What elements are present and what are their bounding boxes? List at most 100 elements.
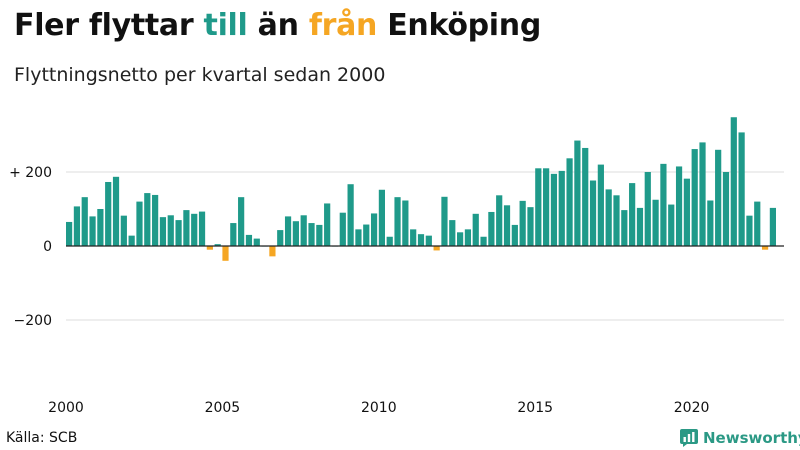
bar	[394, 197, 401, 246]
bar	[144, 193, 151, 246]
bar	[292, 221, 299, 246]
axis-labels: + 200 0 −200 2000 2005 2010 2015 2020	[9, 165, 709, 416]
bar	[761, 246, 769, 250]
bar	[707, 200, 714, 246]
bar	[582, 147, 589, 246]
bar	[574, 140, 581, 246]
title-part-1: Fler flyttar	[14, 8, 204, 43]
x-tick-label: 2000	[48, 400, 84, 416]
bar	[527, 207, 534, 246]
bar	[683, 178, 690, 246]
x-tick-label: 2005	[205, 400, 241, 416]
x-tick-label: 2010	[361, 400, 397, 416]
bar	[284, 216, 292, 246]
bar	[543, 168, 550, 246]
bar	[253, 238, 260, 246]
bar	[597, 164, 604, 246]
bar	[175, 220, 182, 246]
title-part-3: Enköping	[377, 8, 542, 43]
bar	[402, 200, 409, 246]
bar	[112, 176, 120, 246]
bar	[198, 211, 206, 246]
newsworthy-logo: Newsworthy	[680, 428, 800, 448]
y-tick-label: + 200	[9, 165, 52, 181]
bar	[675, 166, 683, 246]
bar	[81, 197, 88, 246]
bar	[324, 203, 331, 246]
bar	[550, 173, 558, 246]
bar	[347, 184, 354, 246]
bar	[339, 212, 346, 246]
title-highlight-fran: från	[308, 8, 378, 43]
bar	[644, 172, 651, 246]
bar	[722, 172, 730, 246]
bar	[566, 158, 573, 246]
bars	[66, 117, 776, 261]
bar	[535, 168, 542, 246]
x-tick-label: 2020	[674, 400, 710, 416]
bar	[183, 210, 190, 246]
bar	[629, 183, 636, 246]
source-note: Källa: SCB	[6, 430, 78, 446]
bar	[191, 213, 198, 246]
newsworthy-logo-icon	[680, 429, 698, 447]
bar	[621, 210, 628, 246]
chart-subtitle: Flyttningsnetto per kvartal sedan 2000	[14, 64, 386, 86]
bar	[715, 149, 722, 246]
bar	[167, 215, 174, 246]
brand-name: Newsworthy	[703, 429, 800, 447]
bar	[558, 170, 565, 246]
bar	[300, 215, 307, 246]
chart-title: Fler flyttar till än från Enköping	[14, 8, 541, 43]
bar	[449, 220, 456, 246]
bar	[636, 207, 644, 246]
bar	[120, 215, 127, 246]
bar	[503, 205, 511, 246]
bar	[214, 244, 221, 246]
y-tick-label: −200	[14, 313, 52, 329]
bar	[159, 217, 167, 246]
bar	[269, 246, 276, 257]
bar	[691, 149, 698, 246]
bar	[73, 206, 81, 246]
bar	[277, 230, 284, 246]
bar	[425, 235, 432, 246]
bar	[746, 215, 753, 246]
x-tick-label: 2015	[517, 400, 553, 416]
bar	[699, 142, 706, 246]
title-part-2: än	[247, 8, 309, 43]
bar	[488, 211, 495, 246]
bar	[128, 235, 135, 246]
bar	[378, 189, 385, 246]
bar	[410, 229, 417, 246]
bar	[206, 246, 213, 250]
bar	[363, 224, 370, 246]
bar	[433, 246, 440, 251]
bar	[496, 195, 503, 246]
bar	[245, 234, 253, 246]
bar	[441, 196, 448, 246]
bar	[589, 180, 597, 246]
bar	[464, 229, 472, 246]
bar	[730, 117, 737, 247]
bar	[355, 229, 362, 246]
bar	[660, 163, 667, 246]
bar	[511, 224, 518, 246]
bar	[89, 216, 96, 246]
bar	[605, 189, 612, 246]
y-tick-label: 0	[43, 239, 52, 255]
bar	[97, 209, 104, 246]
bar	[316, 224, 323, 246]
bar	[769, 207, 776, 246]
bar	[480, 236, 487, 246]
bar	[613, 195, 620, 246]
bar	[370, 213, 378, 246]
bar	[738, 132, 745, 246]
bar	[668, 204, 675, 246]
bar	[136, 201, 143, 246]
bar	[230, 223, 237, 246]
bar	[105, 181, 112, 246]
bar	[457, 232, 464, 246]
bar	[238, 197, 245, 246]
